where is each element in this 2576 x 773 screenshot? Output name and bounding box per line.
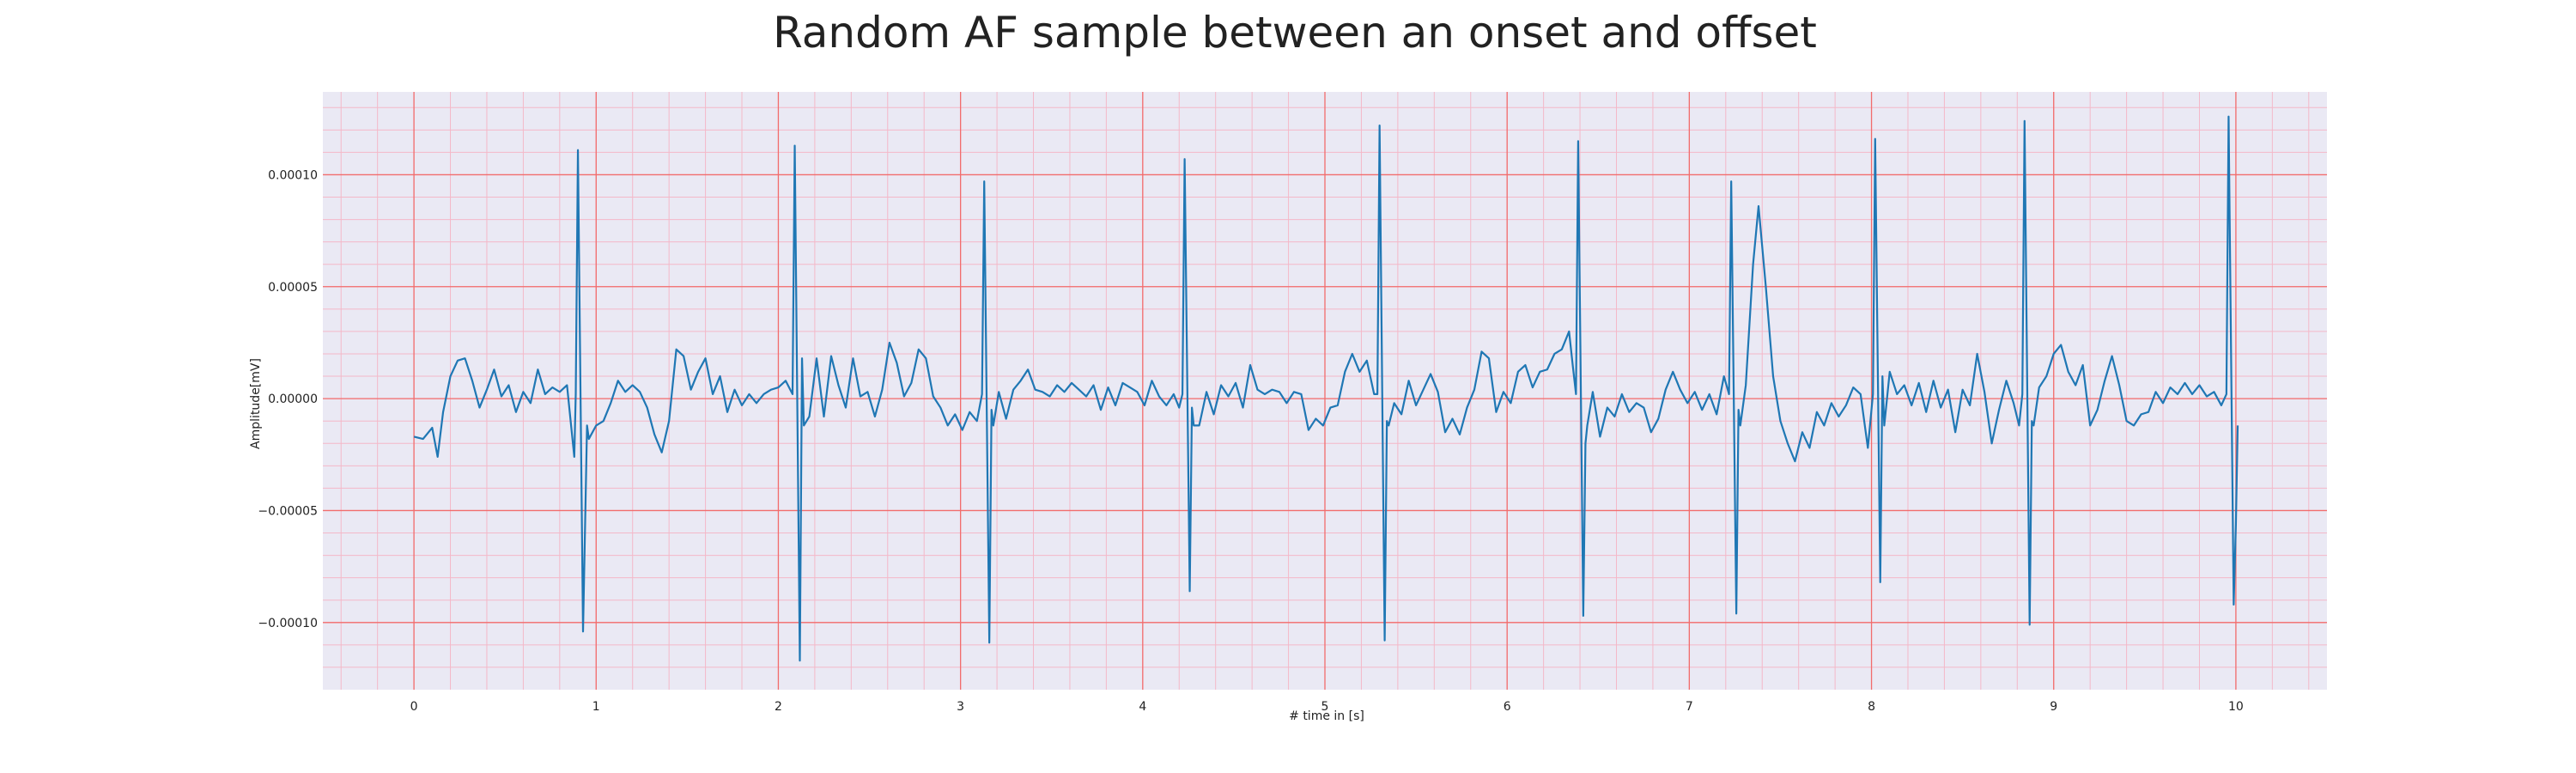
y-axis-ticks: −0.00010 −0.00005 0.00000 0.00005 0.00010: [258, 168, 318, 630]
x-tick-label: 8: [1868, 700, 1875, 714]
y-axis-label: Amplitude[mV]: [249, 358, 263, 449]
x-tick-label: 5: [1321, 700, 1329, 714]
x-tick-label: 3: [957, 700, 964, 714]
x-tick-label: 1: [592, 700, 600, 714]
x-tick-label: 0: [410, 700, 418, 714]
x-tick-label: 6: [1504, 700, 1511, 714]
chart-title: Random AF sample between an onset and of…: [773, 8, 1817, 58]
y-tick-label: 0.00005: [268, 281, 318, 295]
y-tick-label: −0.00005: [258, 504, 318, 518]
major-grid: [323, 92, 2327, 690]
y-tick-label: −0.00010: [258, 617, 318, 630]
x-tick-label: 10: [2228, 700, 2244, 714]
x-tick-label: 7: [1686, 700, 1693, 714]
x-tick-label: 2: [775, 700, 782, 714]
x-axis-label: # time in [s]: [1289, 709, 1364, 723]
x-axis-ticks: 0 1 2 3 4 5 6 7 8 9 10: [410, 700, 2244, 714]
ecg-signal-line: [413, 115, 2239, 662]
x-tick-label: 9: [2050, 700, 2057, 714]
x-tick-label: 4: [1139, 700, 1146, 714]
y-tick-label: 0.00000: [268, 393, 318, 406]
y-tick-label: 0.00010: [268, 168, 318, 182]
